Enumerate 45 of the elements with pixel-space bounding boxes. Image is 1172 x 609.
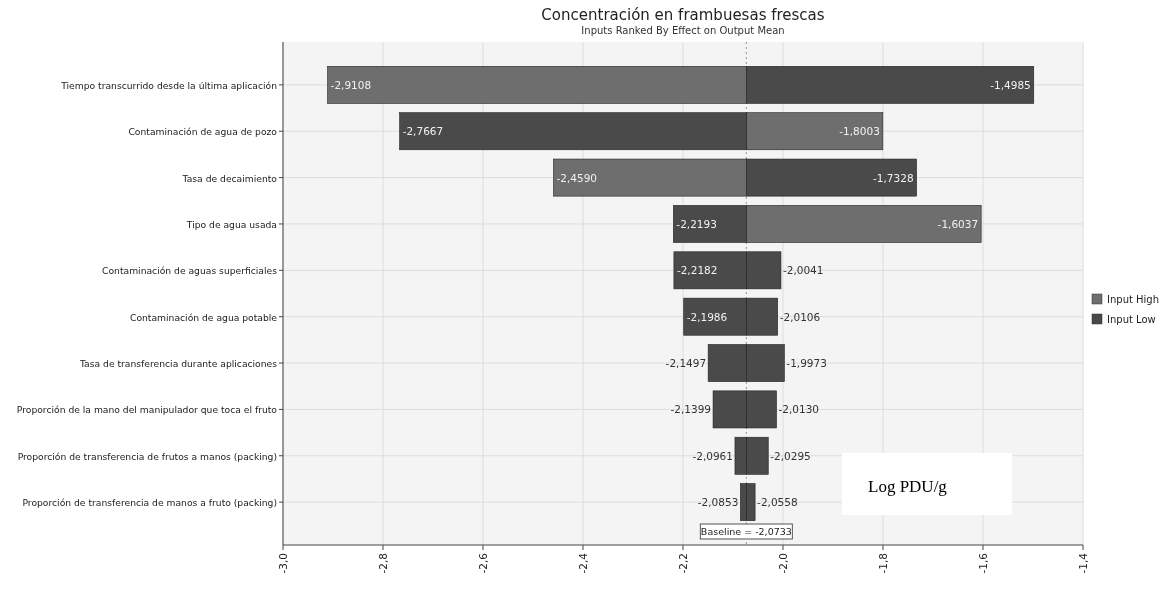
legend-label: Input High xyxy=(1107,294,1160,305)
data-label: -2,4590 xyxy=(556,171,598,184)
y-tick-label: Tasa de decaimiento xyxy=(181,172,278,184)
data-label: -2,7667 xyxy=(402,125,444,138)
y-tick-label: Contaminación de agua potable xyxy=(130,311,278,323)
data-label: -1,8003 xyxy=(839,125,880,138)
y-tick-label: Tiempo transcurrido desde la última aplicación xyxy=(60,79,278,91)
data-label: -2,0558 xyxy=(757,496,798,509)
data-label: -1,6037 xyxy=(937,217,979,230)
x-tick-label: -2,4 xyxy=(577,552,589,574)
y-tick-label: Proporción de transferencia de manos a fruto (packing) xyxy=(22,497,277,509)
data-label: -1,9973 xyxy=(786,357,827,370)
data-label: -2,0041 xyxy=(782,264,824,277)
x-tick-label: -2,6 xyxy=(477,552,489,574)
data-label: -2,2182 xyxy=(676,264,718,277)
ref-line-label: Baseline = -2,0733 xyxy=(700,526,792,537)
data-label: -2,0961 xyxy=(692,449,733,462)
data-label: -2,2193 xyxy=(676,217,717,230)
data-label: -2,1399 xyxy=(670,403,712,416)
data-label: -2,0853 xyxy=(697,496,739,509)
data-label: -2,0106 xyxy=(779,310,821,323)
x-tick-label: -1,4 xyxy=(1077,552,1089,574)
data-label: -2,0130 xyxy=(778,403,820,416)
y-tick-label: Proporción de la mano del manipulador que toca el fruto xyxy=(16,404,278,416)
x-tick-label: -1,6 xyxy=(977,552,989,574)
y-tick-label: Contaminación de aguas superficiales xyxy=(102,265,278,277)
x-tick-label: -3,0 xyxy=(277,553,289,574)
x-tick-label: -2,2 xyxy=(677,553,689,574)
x-tick-label: -1,8 xyxy=(877,553,889,574)
y-tick-label: Proporción de transferencia de frutos a manos (packing) xyxy=(17,450,277,462)
legend-label: Input Low xyxy=(1107,314,1156,325)
x-tick-label: -2,8 xyxy=(377,553,389,574)
annotation: Log PDU/g xyxy=(868,477,948,496)
y-tick-label: Tasa de transferencia durante aplicaciones xyxy=(79,358,278,370)
chart-title: Concentración en frambuesas frescas xyxy=(541,6,825,24)
chart-subtitle: Inputs Ranked By Effect on Output Mean xyxy=(581,25,785,36)
data-label: -1,7328 xyxy=(873,171,914,184)
data-label: -2,1497 xyxy=(665,357,707,370)
data-label: -2,9108 xyxy=(330,78,372,91)
data-label: -1,4985 xyxy=(990,78,1031,91)
data-label: -2,1986 xyxy=(686,310,728,323)
y-tick-label: Tipo de agua usada xyxy=(185,218,277,230)
data-label: -2,0295 xyxy=(770,449,811,462)
x-tick-label: -2,0 xyxy=(777,553,789,574)
y-tick-label: Contaminación de agua de pozo xyxy=(128,126,278,138)
